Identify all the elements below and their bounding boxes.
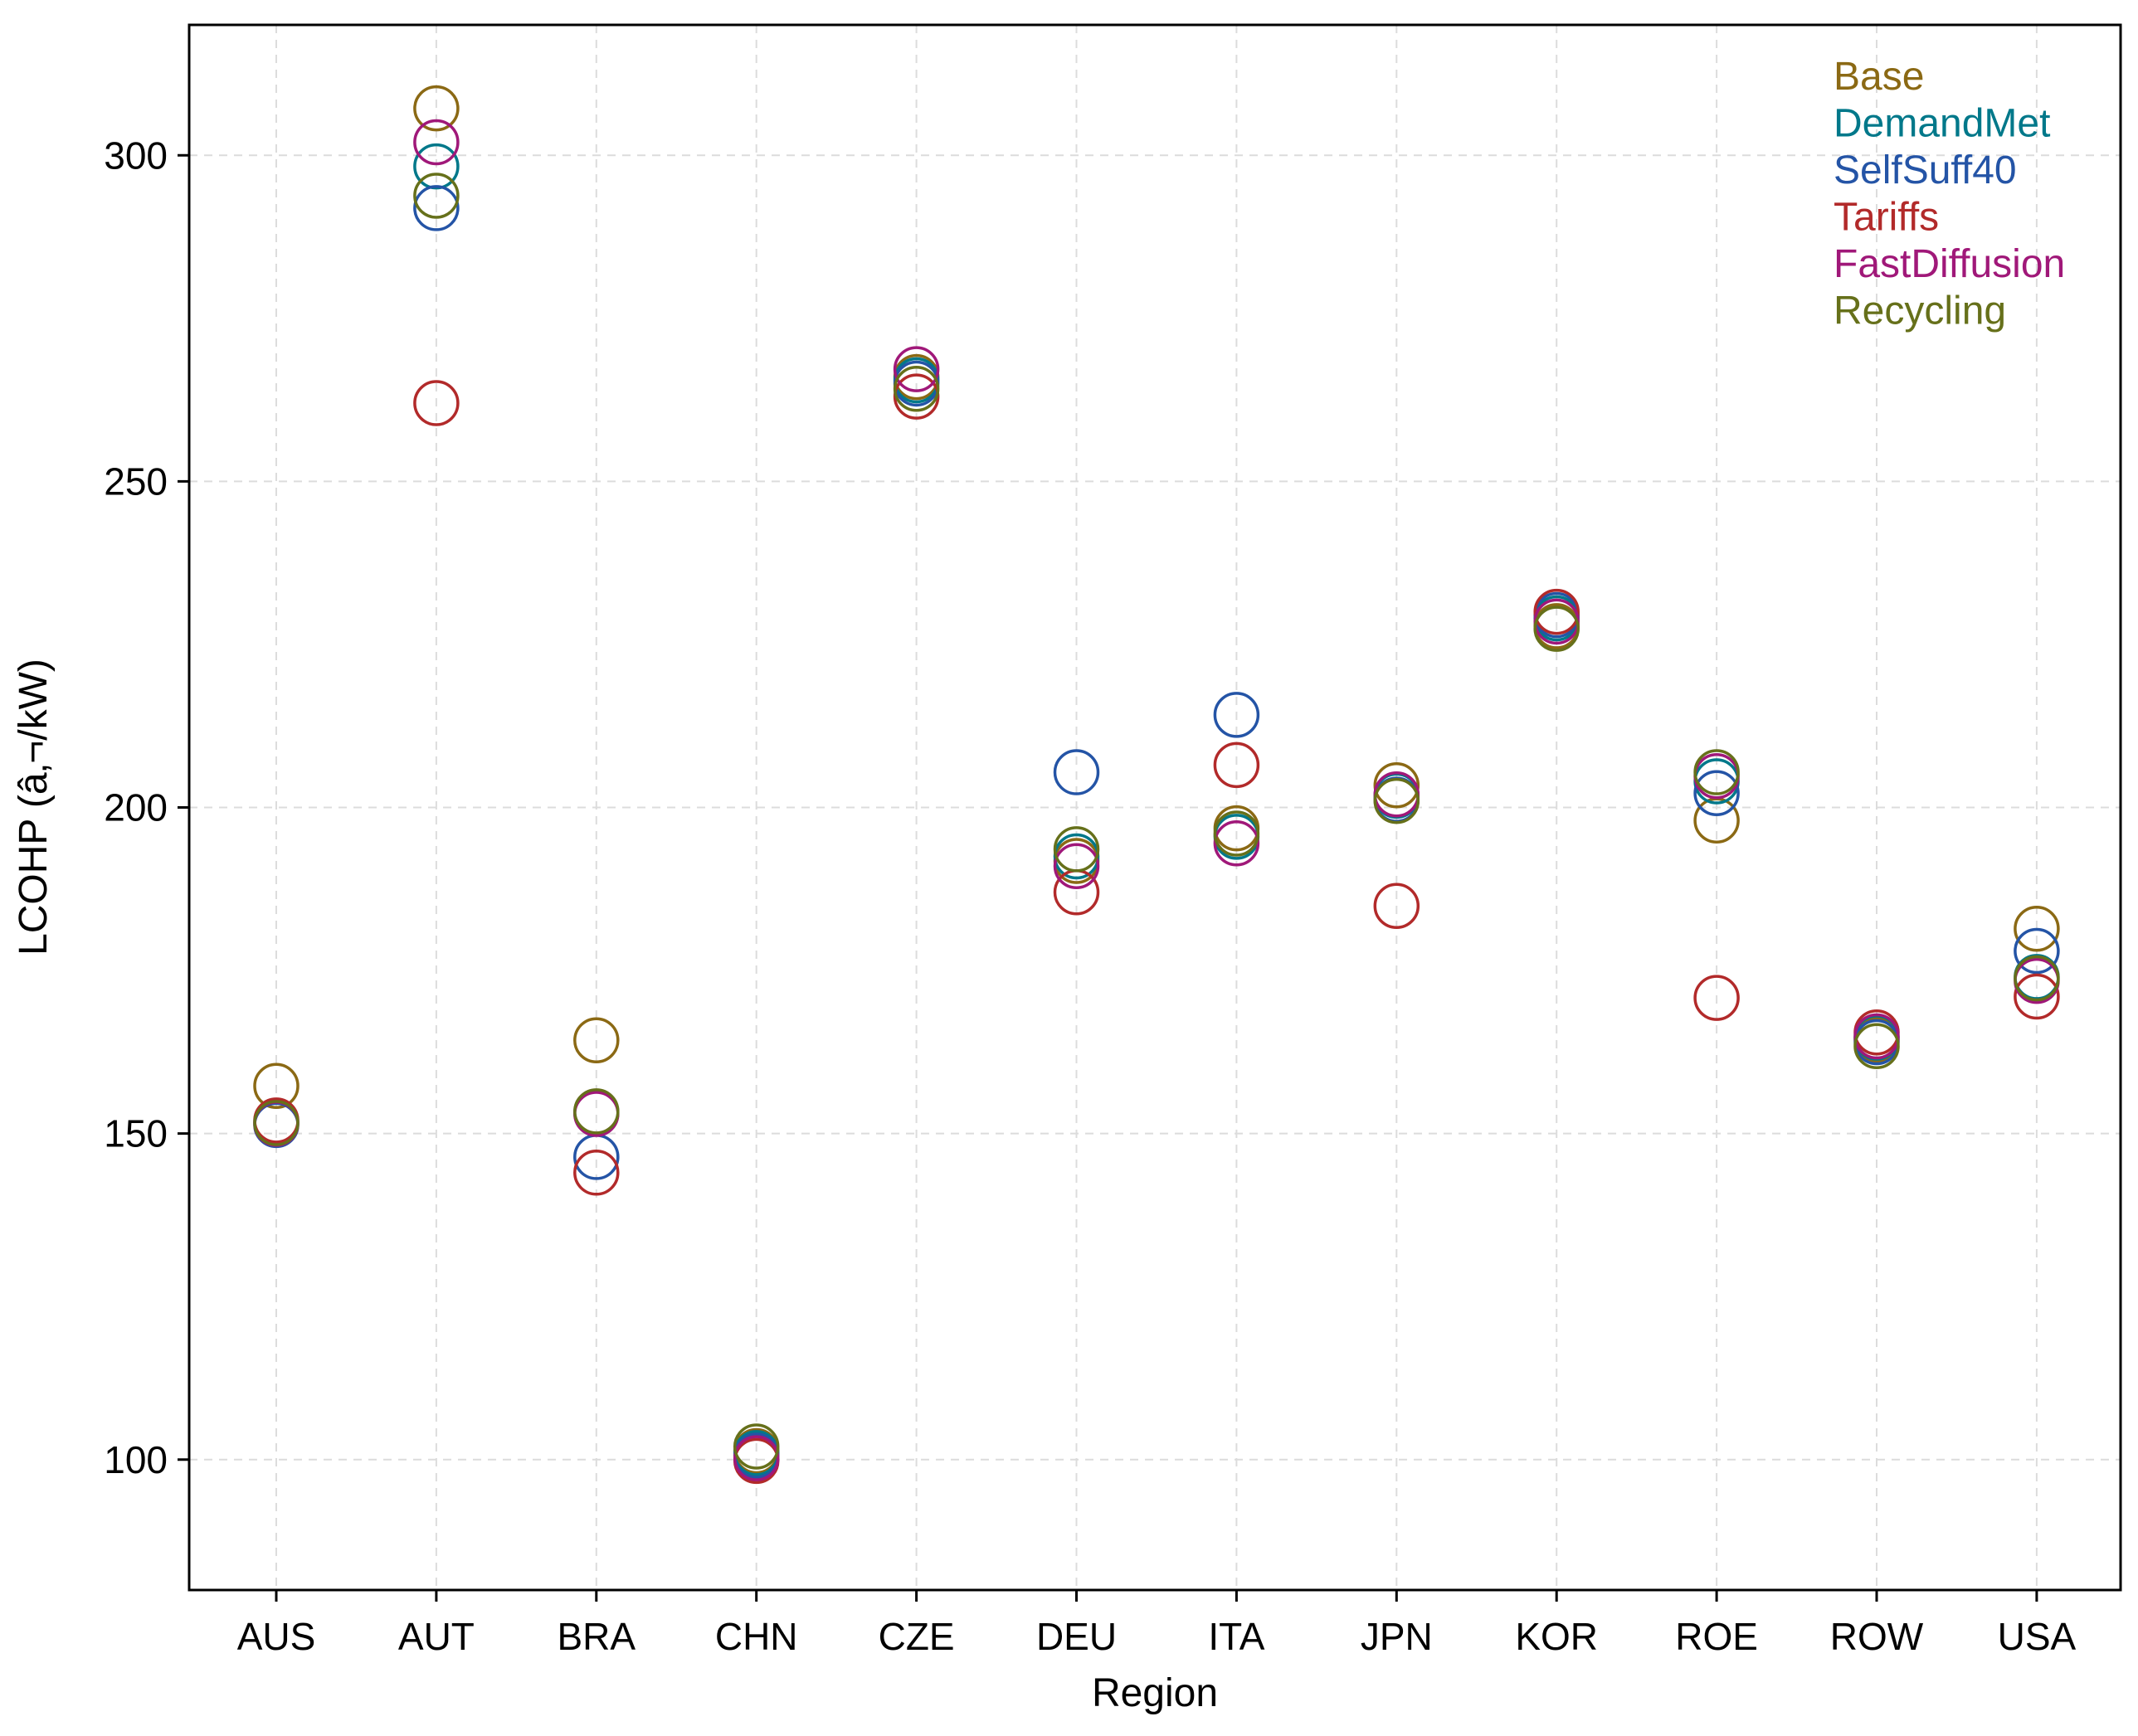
data-point [413, 85, 460, 132]
data-point [413, 380, 460, 426]
data-point [2014, 955, 2060, 1002]
data-point [1693, 975, 1740, 1021]
data-point [893, 346, 940, 392]
grid [189, 25, 2121, 1590]
y-axis-label: LCOHP (â‚¬/kW) [12, 659, 56, 956]
x-tick-label: CZE [879, 1615, 955, 1658]
data-point [893, 365, 940, 412]
data-point [413, 173, 460, 219]
x-tick-label: BRA [558, 1615, 636, 1658]
data-point [253, 1100, 300, 1146]
x-tick-label: JPN [1361, 1615, 1433, 1658]
data-point [1053, 826, 1100, 873]
data-point [1373, 762, 1420, 809]
x-tick-label: ROW [1830, 1615, 1924, 1658]
legend-entry: Tariffs [1834, 196, 1939, 240]
data-point [573, 1088, 620, 1135]
data-point [573, 1150, 620, 1196]
data-point [1693, 749, 1740, 795]
data-point [1213, 810, 1260, 857]
data-point [1213, 692, 1260, 738]
data-point [413, 185, 460, 231]
data-point [2014, 905, 2060, 952]
data-point [2014, 927, 2060, 975]
data-point [1853, 1013, 1900, 1060]
axis-ticks: AUS AUT BRA CHN CZE DEU ITA JPN KOR ROE ROW USA 100 1… [104, 134, 2076, 1658]
data-point [1693, 770, 1740, 816]
data-point [253, 1063, 300, 1109]
data-point [1373, 777, 1420, 824]
data-points [253, 85, 2060, 1485]
data-point [1373, 883, 1420, 929]
y-tick-label: 100 [104, 1438, 168, 1481]
data-point [1533, 588, 1580, 635]
data-point [2014, 973, 2060, 1020]
x-tick-label: ITA [1208, 1615, 1264, 1658]
x-tick-label: KOR [1515, 1615, 1598, 1658]
y-tick-label: 250 [104, 460, 168, 503]
data-point [573, 1091, 620, 1137]
y-tick-label: 200 [104, 786, 168, 829]
data-point [1053, 843, 1100, 890]
x-tick-label: USA [1998, 1615, 2077, 1658]
data-point [413, 119, 460, 166]
data-point [733, 1423, 780, 1470]
x-axis-label: Region [1092, 1671, 1218, 1715]
legend-entry: SelfSuff40 [1834, 148, 2017, 192]
legend-entry: Recycling [1834, 289, 2006, 333]
data-point [1533, 605, 1580, 652]
data-point [1053, 749, 1100, 795]
x-tick-label: DEU [1036, 1615, 1117, 1658]
legend-entry: Base [1834, 55, 1924, 99]
y-tick-label: 150 [104, 1112, 168, 1155]
x-tick-label: AUT [398, 1615, 475, 1658]
data-point [573, 1017, 620, 1063]
data-point [1213, 819, 1260, 867]
legend: BaseDemandMetSelfSuff40TariffsFastDiffus… [1834, 55, 2065, 333]
x-tick-label: AUS [237, 1615, 316, 1658]
data-point [733, 1435, 780, 1481]
data-point [1853, 1023, 1900, 1070]
legend-entry: FastDiffusion [1834, 242, 2065, 286]
legend-entry: DemandMet [1834, 102, 2050, 146]
y-tick-label: 300 [104, 134, 168, 177]
data-point [1213, 742, 1260, 789]
x-tick-label: ROE [1675, 1615, 1758, 1658]
x-tick-label: CHN [715, 1615, 798, 1658]
